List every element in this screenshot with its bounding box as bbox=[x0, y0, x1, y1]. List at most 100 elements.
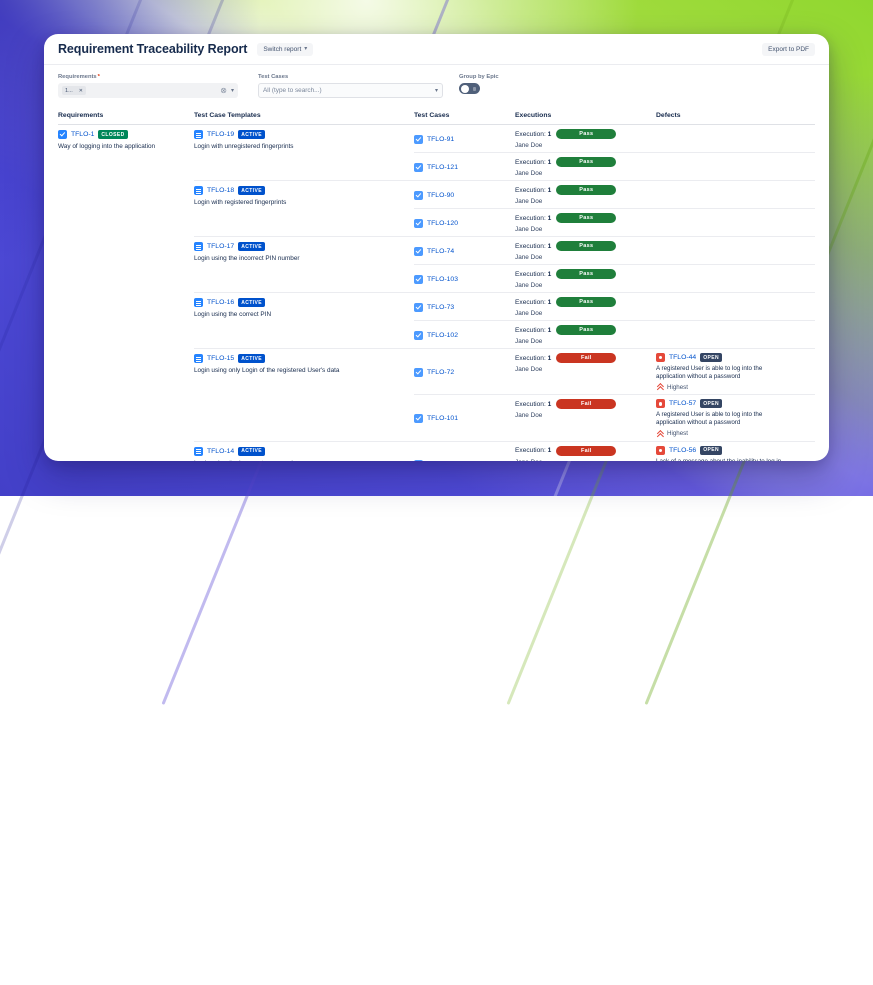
test-case-row: TFLO-72 Execution: 1 Fail Jane Doe bbox=[414, 349, 815, 394]
test-case-key-link[interactable]: TFLO-121 bbox=[427, 164, 458, 171]
execution-count: 1 bbox=[548, 327, 552, 334]
requirements-select[interactable]: 1... ✕ ⊗ ▾ bbox=[58, 83, 238, 98]
defect-cell bbox=[656, 185, 815, 205]
template-group: TFLO-17 ACTIVE Login using the incorrect… bbox=[194, 236, 815, 292]
test-case-row: TFLO-101 Execution: 1 Fail Jane Doe bbox=[414, 394, 815, 440]
test-case-key-link[interactable]: TFLO-120 bbox=[427, 220, 458, 227]
result-badge: Pass bbox=[556, 325, 616, 335]
template-summary: Login with registered fingerprints bbox=[194, 199, 406, 207]
requirement-type-icon bbox=[58, 130, 67, 139]
defect-status-badge: OPEN bbox=[700, 446, 722, 455]
test-case-type-icon bbox=[414, 275, 423, 284]
template-type-icon bbox=[194, 242, 203, 251]
toggle-off-mark bbox=[473, 87, 477, 91]
defect-summary: A registered User is able to log into th… bbox=[656, 365, 788, 381]
template-cell: TFLO-14 ACTIVE Login using the incorrect… bbox=[194, 442, 414, 461]
execution-count: 1 bbox=[548, 159, 552, 166]
clear-select-icon[interactable]: ⊗ bbox=[220, 87, 227, 95]
priority-highest-icon bbox=[656, 383, 664, 391]
test-case-key-link[interactable]: TFLO-90 bbox=[427, 192, 454, 199]
template-status-badge: ACTIVE bbox=[238, 354, 265, 363]
execution-count: 1 bbox=[548, 355, 552, 362]
chevron-down-icon[interactable]: ▾ bbox=[435, 88, 438, 94]
execution-count: 1 bbox=[548, 447, 552, 454]
test-case-type-icon bbox=[414, 135, 423, 144]
defect-cell bbox=[656, 297, 815, 317]
execution-label: Execution: bbox=[515, 271, 546, 278]
defect-type-icon bbox=[656, 353, 665, 362]
execution-label: Execution: bbox=[515, 131, 546, 138]
execution-count: 1 bbox=[548, 131, 552, 138]
switch-report-button[interactable]: Switch report ▾ bbox=[257, 43, 313, 56]
export-pdf-button[interactable]: Export to PDF bbox=[762, 43, 815, 56]
defect-cell bbox=[656, 157, 815, 177]
defect-status-badge: OPEN bbox=[700, 353, 722, 362]
template-key-link[interactable]: TFLO-14 bbox=[207, 448, 234, 455]
group-by-epic-label: Group by Epic bbox=[459, 74, 499, 80]
template-group: TFLO-15 ACTIVE Login using only Login of… bbox=[194, 348, 815, 441]
requirement-cell: TFLO-1 CLOSED Way of logging into the ap… bbox=[58, 125, 194, 461]
template-cell: TFLO-19 ACTIVE Login with unregistered f… bbox=[194, 125, 414, 180]
test-case-row: TFLO-74 Execution: 1 Pass Jane Doe bbox=[414, 237, 815, 264]
test-case-type-icon bbox=[414, 219, 423, 228]
test-case-key-link[interactable]: TFLO-74 bbox=[427, 248, 454, 255]
executed-by: Jane Doe bbox=[515, 459, 656, 461]
column-header-executions: Executions bbox=[515, 112, 656, 119]
traceability-table: Requirements Test Case Templates Test Ca… bbox=[44, 106, 829, 461]
priority-label: Highest bbox=[667, 430, 688, 437]
template-status-badge: ACTIVE bbox=[238, 130, 265, 139]
remove-tag-icon[interactable]: ✕ bbox=[76, 86, 86, 95]
defect-cell: TFLO-44 OPEN A registered User is able t… bbox=[656, 353, 815, 391]
result-badge: Fail bbox=[556, 399, 616, 409]
template-key-link[interactable]: TFLO-19 bbox=[207, 131, 234, 138]
test-case-key-link[interactable]: TFLO-103 bbox=[427, 276, 458, 283]
defect-status-badge: OPEN bbox=[700, 399, 722, 408]
test-case-type-icon bbox=[414, 163, 423, 172]
result-badge: Pass bbox=[556, 269, 616, 279]
template-type-icon bbox=[194, 447, 203, 456]
template-status-badge: ACTIVE bbox=[238, 447, 265, 456]
requirement-key-link[interactable]: TFLO-1 bbox=[71, 131, 94, 138]
report-header: Requirement Traceability Report Switch r… bbox=[44, 34, 829, 65]
priority-highest-icon bbox=[656, 430, 664, 438]
executed-by: Jane Doe bbox=[515, 254, 656, 261]
template-key-link[interactable]: TFLO-18 bbox=[207, 187, 234, 194]
export-pdf-label: Export to PDF bbox=[768, 46, 809, 53]
template-key-link[interactable]: TFLO-16 bbox=[207, 299, 234, 306]
defect-cell: TFLO-57 OPEN A registered User is able t… bbox=[656, 399, 815, 437]
table-header-row: Requirements Test Case Templates Test Ca… bbox=[58, 106, 815, 125]
template-type-icon bbox=[194, 130, 203, 139]
template-cell: TFLO-16 ACTIVE Login using the correct P… bbox=[194, 293, 414, 348]
test-case-key-link[interactable]: TFLO-73 bbox=[427, 304, 454, 311]
test-cases-select[interactable]: All (type to search...) ▾ bbox=[258, 83, 443, 98]
defect-cell bbox=[656, 325, 815, 345]
test-case-row: TFLO-100 Execution: 1 Fail Jane Doe bbox=[414, 442, 815, 461]
template-type-icon bbox=[194, 298, 203, 307]
defect-key-link[interactable]: TFLO-44 bbox=[669, 354, 696, 361]
template-type-icon bbox=[194, 186, 203, 195]
required-asterisk: * bbox=[98, 74, 100, 80]
test-case-key-link[interactable]: TFLO-72 bbox=[427, 369, 454, 376]
template-cell: TFLO-18 ACTIVE Login with registered fin… bbox=[194, 181, 414, 236]
template-summary: Login with unregistered fingerprints bbox=[194, 143, 406, 151]
defect-cell bbox=[656, 241, 815, 261]
chevron-down-icon: ▾ bbox=[304, 46, 307, 52]
template-key-link[interactable]: TFLO-15 bbox=[207, 355, 234, 362]
chevron-down-icon[interactable]: ▾ bbox=[231, 88, 234, 94]
defect-key-link[interactable]: TFLO-57 bbox=[669, 400, 696, 407]
test-case-key-link[interactable]: TFLO-91 bbox=[427, 136, 454, 143]
template-cell: TFLO-15 ACTIVE Login using only Login of… bbox=[194, 349, 414, 441]
test-case-key-link[interactable]: TFLO-102 bbox=[427, 332, 458, 339]
group-by-epic-toggle[interactable] bbox=[459, 83, 480, 94]
column-header-test-cases: Test Cases bbox=[414, 112, 515, 119]
result-badge: Fail bbox=[556, 353, 616, 363]
template-cell: TFLO-17 ACTIVE Login using the incorrect… bbox=[194, 237, 414, 292]
template-key-link[interactable]: TFLO-17 bbox=[207, 243, 234, 250]
test-case-row: TFLO-120 Execution: 1 Pass Jane Doe bbox=[414, 208, 815, 236]
test-case-key-link[interactable]: TFLO-101 bbox=[427, 415, 458, 422]
template-group: TFLO-16 ACTIVE Login using the correct P… bbox=[194, 292, 815, 348]
test-case-type-icon bbox=[414, 247, 423, 256]
execution-count: 1 bbox=[548, 215, 552, 222]
template-status-badge: ACTIVE bbox=[238, 298, 265, 307]
defect-key-link[interactable]: TFLO-56 bbox=[669, 447, 696, 454]
